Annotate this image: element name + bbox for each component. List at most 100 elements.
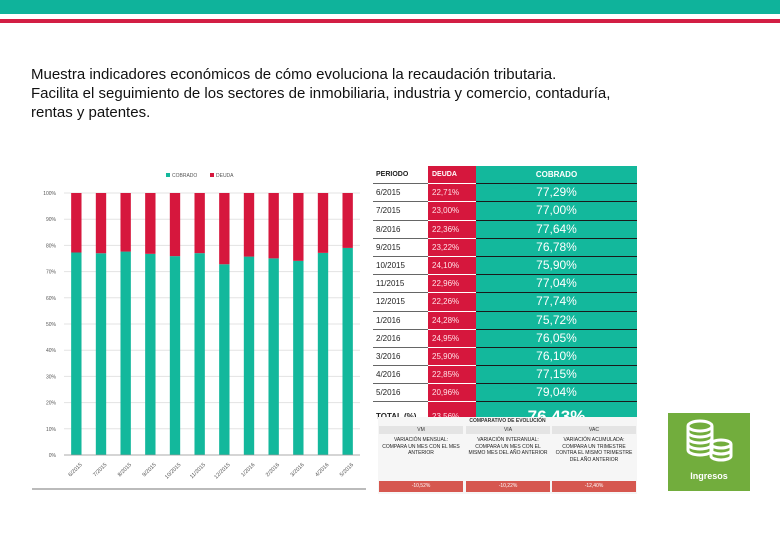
row-period: 2/2016 bbox=[373, 329, 428, 348]
row-debt: 22,26% bbox=[428, 292, 476, 312]
row-period: 9/2015 bbox=[373, 238, 428, 257]
table-row: 10/2015 24,10% 75,90% bbox=[373, 256, 637, 276]
row-collected: 79,04% bbox=[476, 383, 637, 403]
bar-deuda bbox=[342, 193, 353, 248]
y-tick-label: 10% bbox=[46, 427, 57, 433]
y-tick-label: 20% bbox=[46, 401, 57, 407]
row-period: 10/2015 bbox=[373, 256, 428, 276]
comparison-description: VARIACIÓN MENSUAL: COMPARA UN MES CON EL… bbox=[382, 437, 460, 456]
row-period: 11/2015 bbox=[373, 274, 428, 294]
bar-deuda bbox=[169, 193, 181, 257]
legend-label: COBRADO bbox=[172, 173, 197, 179]
y-tick-label: 90% bbox=[46, 217, 57, 223]
legend-swatch bbox=[166, 173, 170, 177]
table-row: 2/2016 24,95% 76,05% bbox=[373, 329, 637, 348]
table-row: 4/2016 22,85% 77,15% bbox=[373, 365, 637, 385]
bar-deuda bbox=[194, 193, 205, 254]
row-period: 8/2016 bbox=[373, 220, 428, 239]
row-period: 5/2016 bbox=[373, 383, 428, 403]
bar-deuda bbox=[71, 193, 82, 253]
legend-label: DEUDA bbox=[216, 173, 234, 179]
comparison-code: VM bbox=[379, 426, 463, 434]
y-tick-label: 30% bbox=[46, 374, 57, 380]
row-period: 7/2015 bbox=[373, 201, 428, 221]
y-tick-label: 40% bbox=[46, 348, 57, 354]
table-body: 6/2015 22,71% 77,29% 7/2015 23,00% 77,00% 8/20… bbox=[373, 183, 637, 403]
bar-cobrado bbox=[268, 258, 279, 455]
row-debt: 25,90% bbox=[428, 347, 476, 367]
comparison-panel: COMPARATIVO DE EVOLUCIÓN VM VARIACIÓN ME… bbox=[378, 417, 637, 494]
comparison-description: VARIACIÓN ACUMULADA: COMPARA UN TRIMESTR… bbox=[555, 437, 633, 463]
total-label: TOTAL (%) bbox=[373, 402, 428, 431]
comparison-value: -10,52% bbox=[379, 481, 463, 492]
row-collected: 75,90% bbox=[476, 256, 637, 276]
legend-swatch bbox=[210, 173, 214, 177]
bar-deuda bbox=[120, 193, 131, 252]
row-debt: 22,96% bbox=[428, 274, 476, 294]
bar-cobrado bbox=[219, 264, 230, 455]
y-tick-label: 70% bbox=[46, 270, 57, 276]
header-period: PERIODO bbox=[373, 166, 428, 185]
row-debt: 22,85% bbox=[428, 365, 476, 385]
description-line-1: Muestra indicadores económicos de cómo e… bbox=[31, 66, 557, 83]
row-collected: 75,72% bbox=[476, 311, 637, 330]
ingresos-label: Ingresos bbox=[690, 471, 728, 481]
y-tick-label: 80% bbox=[46, 243, 57, 249]
bar-cobrado bbox=[317, 252, 329, 455]
table-row: 5/2016 20,96% 79,04% bbox=[373, 383, 637, 403]
comparison-title: COMPARATIVO DE EVOLUCIÓN bbox=[469, 418, 546, 424]
row-debt: 24,95% bbox=[428, 329, 476, 348]
row-collected: 76,78% bbox=[476, 238, 637, 257]
row-collected: 76,10% bbox=[476, 347, 637, 367]
bar-deuda bbox=[145, 193, 156, 254]
header-band-gap bbox=[0, 14, 780, 19]
row-debt: 22,36% bbox=[428, 220, 476, 239]
comparison-value: -12,40% bbox=[552, 481, 636, 492]
row-period: 1/2016 bbox=[373, 311, 428, 330]
row-debt: 22,71% bbox=[428, 183, 476, 203]
bar-cobrado bbox=[95, 253, 107, 455]
bar-deuda bbox=[219, 193, 230, 265]
bar-deuda bbox=[317, 193, 329, 253]
comparison-value: -10,22% bbox=[466, 481, 550, 492]
header-collected: COBRADO bbox=[476, 166, 637, 185]
row-collected: 77,29% bbox=[476, 183, 637, 203]
row-debt: 23,00% bbox=[428, 201, 476, 221]
row-collected: 77,04% bbox=[476, 274, 637, 294]
bar-cobrado bbox=[145, 253, 156, 455]
description-line-2: Facilita el seguimiento de los sectores … bbox=[31, 85, 611, 102]
header-band-teal bbox=[0, 0, 780, 14]
description: Muestra indicadores económicos de cómo e… bbox=[31, 65, 751, 122]
bar-cobrado bbox=[243, 256, 255, 455]
bar-deuda bbox=[243, 193, 255, 257]
row-period: 3/2016 bbox=[373, 347, 428, 367]
row-debt: 20,96% bbox=[428, 383, 476, 403]
collection-table: PERIODO DEUDA COBRADO 6/2015 22,71% 77,29%… bbox=[373, 166, 637, 432]
table-header-row: PERIODO DEUDA COBRADO bbox=[373, 166, 637, 185]
row-collected: 76,05% bbox=[476, 329, 637, 348]
row-collected: 77,15% bbox=[476, 365, 637, 385]
header-debt: DEUDA bbox=[428, 166, 476, 185]
bar-cobrado bbox=[293, 260, 304, 455]
row-debt: 24,10% bbox=[428, 256, 476, 276]
bar-cobrado bbox=[169, 256, 181, 455]
y-tick-label: 60% bbox=[46, 296, 57, 302]
row-collected: 77,00% bbox=[476, 201, 637, 221]
table-row: 9/2015 23,22% 76,78% bbox=[373, 238, 637, 257]
y-tick-label: 50% bbox=[46, 322, 57, 328]
table-row: 1/2016 24,28% 75,72% bbox=[373, 311, 637, 330]
table-row: 11/2015 22,96% 77,04% bbox=[373, 274, 637, 294]
coins-icon bbox=[686, 419, 733, 462]
bar-deuda bbox=[95, 193, 107, 254]
bar-cobrado bbox=[120, 251, 131, 455]
table-row: 8/2016 22,36% 77,64% bbox=[373, 220, 637, 239]
row-period: 4/2016 bbox=[373, 365, 428, 385]
comparison-col-vac: VAC VARIACIÓN ACUMULADA: COMPARA UN TRIM… bbox=[552, 426, 636, 494]
bar-cobrado bbox=[71, 252, 82, 455]
row-period: 12/2015 bbox=[373, 292, 428, 312]
row-collected: 77,74% bbox=[476, 292, 637, 312]
comparison-code: VIA bbox=[466, 426, 550, 434]
bar-cobrado bbox=[194, 253, 205, 455]
comparison-col-vm: VM VARIACIÓN MENSUAL: COMPARA UN MES CON… bbox=[379, 426, 463, 494]
row-debt: 24,28% bbox=[428, 311, 476, 330]
